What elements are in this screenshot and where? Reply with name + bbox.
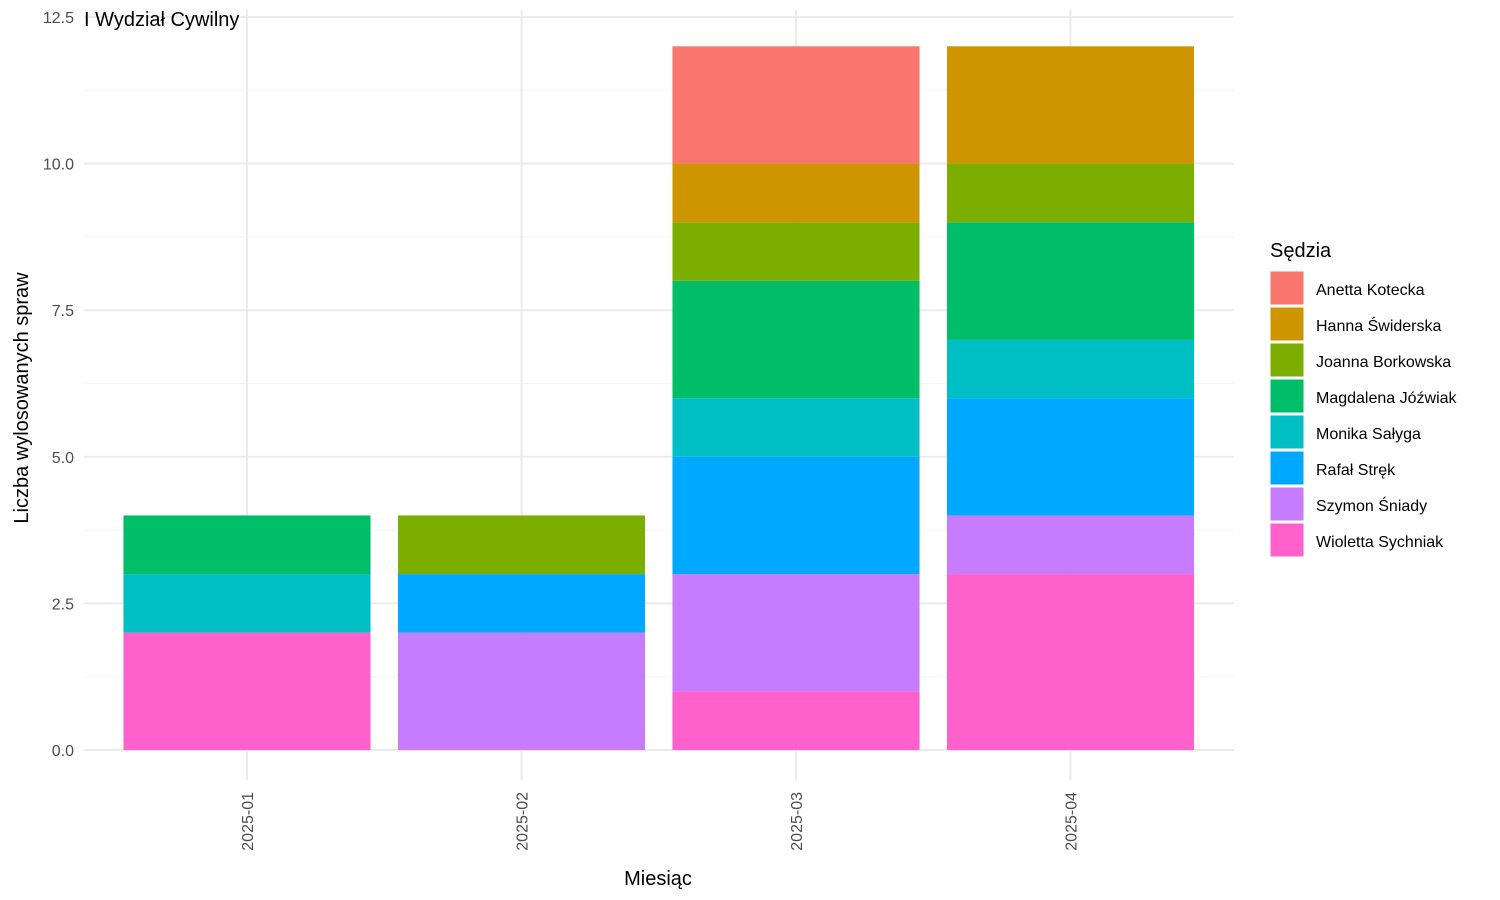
bar-segment [672,456,920,575]
bars [123,46,1195,750]
chart-title: I Wydział Cywilny [84,9,239,31]
legend-swatch [1269,378,1305,414]
bar-segment [672,163,920,223]
legend-swatch [1269,450,1305,486]
legend-label: Szymon Śniady [1316,496,1427,515]
y-axis-ticks: 0.0 2.5 5.0 7.5 10.0 12.5 [43,10,74,760]
legend-label: Hanna Świderska [1316,316,1442,335]
legend-swatch [1269,342,1305,378]
bar-segment [946,222,1195,340]
legend-swatch [1269,522,1305,558]
bar-segment [123,574,371,633]
legend-label: Anetta Kotecka [1316,282,1425,299]
legend-label: Joanna Borkowska [1316,354,1451,371]
bar-segment [397,515,646,575]
x-tick-label: 2025-01 [240,792,257,851]
x-axis-ticks: 2025-01 2025-02 2025-03 2025-04 [240,792,1081,851]
bar-segment [946,339,1195,399]
bar-segment [672,574,920,692]
bar-segment [946,163,1195,223]
bar-segment [946,574,1195,750]
bar-segment [672,398,920,457]
legend-swatch [1269,270,1305,306]
legend-label: Magdalena Jóźwiak [1316,390,1458,407]
bar-segment [946,46,1195,164]
legend-label: Monika Sałyga [1316,426,1421,443]
bar-segment [946,515,1195,575]
legend-swatch [1269,414,1305,450]
y-tick-label: 12.5 [43,10,74,27]
x-tick-label: 2025-04 [1064,792,1081,851]
y-tick-label: 5.0 [52,450,74,467]
legend-swatch [1269,306,1305,342]
bar-segment [672,222,920,281]
legend-title: Sędzia [1270,240,1332,262]
bar-segment [672,280,920,399]
legend: Sędzia Anetta Kotecka Hanna Świderska Joan… [1269,240,1458,558]
y-tick-label: 10.0 [43,157,74,174]
legend-label: Wioletta Sychniak [1316,534,1444,551]
y-tick-label: 2.5 [52,596,74,613]
x-axis-title: Miesiąc [624,868,692,890]
y-tick-label: 7.5 [52,303,74,320]
bar-segment [123,515,371,575]
bar-segment [397,632,646,750]
y-axis-title: Liczba wylosowanych spraw [11,272,33,524]
bar-segment [946,398,1195,516]
x-tick-label: 2025-03 [789,792,806,851]
bar-segment [672,691,920,750]
bar-segment [672,46,920,164]
bar-segment [397,574,646,633]
x-tick-label: 2025-02 [515,792,532,851]
legend-label: Rafał Stręk [1316,462,1396,479]
bar-segment [123,632,371,750]
legend-swatch [1269,486,1305,522]
y-tick-label: 0.0 [52,743,74,760]
